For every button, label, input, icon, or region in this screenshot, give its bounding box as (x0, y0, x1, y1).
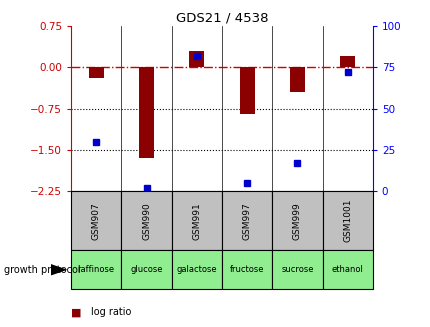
Text: fructose: fructose (229, 265, 264, 274)
Polygon shape (51, 264, 67, 276)
Bar (322, 191, 372, 250)
Bar (221, 191, 272, 250)
Text: GSM999: GSM999 (292, 202, 301, 240)
Bar (289, 67, 304, 92)
Text: glucose: glucose (130, 265, 163, 274)
Text: GSM990: GSM990 (142, 202, 150, 240)
Text: galactose: galactose (176, 265, 217, 274)
Text: GSM991: GSM991 (192, 202, 201, 240)
Text: GSM1001: GSM1001 (342, 199, 351, 243)
Text: log ratio: log ratio (90, 307, 131, 317)
Bar (171, 250, 221, 289)
Bar (89, 67, 104, 78)
Title: GDS21 / 4538: GDS21 / 4538 (175, 12, 267, 25)
Text: raffinose: raffinose (77, 265, 114, 274)
Bar (121, 191, 171, 250)
Bar (272, 191, 322, 250)
Bar (138, 67, 154, 158)
Text: ■: ■ (71, 307, 81, 317)
Bar (339, 57, 354, 67)
Bar (71, 191, 121, 250)
Bar (71, 250, 121, 289)
Text: growth protocol: growth protocol (4, 265, 81, 275)
Bar (221, 250, 272, 289)
Bar (189, 51, 204, 67)
Bar (239, 67, 254, 114)
Bar (121, 250, 171, 289)
Text: GSM997: GSM997 (242, 202, 251, 240)
Bar (322, 250, 372, 289)
Text: ethanol: ethanol (331, 265, 363, 274)
Text: GSM907: GSM907 (92, 202, 101, 240)
Bar (171, 191, 221, 250)
Bar (272, 250, 322, 289)
Text: sucrose: sucrose (280, 265, 313, 274)
